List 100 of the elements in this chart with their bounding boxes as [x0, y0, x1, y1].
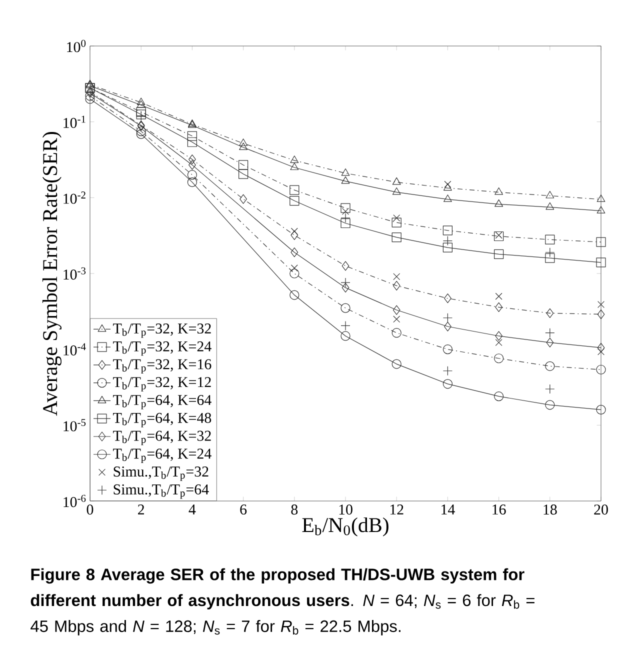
point — [546, 190, 554, 198]
point — [494, 354, 504, 364]
point — [342, 261, 350, 271]
legend-label: T$_{b}$/T$_{p}$=64, K=24 — [113, 448, 212, 463]
point — [239, 142, 248, 150]
legend-label: T$_{b}$/T$_{p}$=64, K=48 — [113, 412, 212, 428]
point — [494, 199, 504, 207]
point — [136, 107, 146, 117]
point — [495, 232, 502, 239]
point — [290, 248, 298, 258]
point — [545, 400, 555, 410]
x-tick-label: 6 — [240, 504, 247, 515]
legend-label: Simu.,T$_{b}$/T$_{p}$=64 — [114, 484, 209, 499]
point — [136, 126, 146, 136]
point — [187, 170, 197, 180]
legend-label: T$_{b}$/T$_{p}$=32, K=12 — [113, 377, 211, 392]
point — [341, 168, 350, 176]
point — [290, 196, 300, 206]
y-tick-label: 10$^{-1}$ — [64, 116, 86, 128]
x-tick-label: 8 — [291, 504, 298, 515]
point — [495, 292, 502, 300]
point — [392, 218, 402, 228]
x-tick-label: 4 — [188, 504, 196, 514]
legend-label: T$_{b}$/T$_{p}$=32, K=16 — [113, 359, 212, 374]
point — [495, 339, 502, 346]
point — [136, 100, 146, 108]
x-tick-label: 18 — [544, 504, 557, 515]
point — [545, 361, 555, 371]
y-axis-title: Average Symbol Error Rate(SER) — [42, 132, 62, 416]
x-tick-label: 2 — [138, 504, 144, 514]
point — [392, 177, 401, 185]
point — [596, 258, 606, 268]
point — [546, 308, 554, 318]
x-tick-label: 16 — [492, 504, 506, 515]
point — [393, 214, 400, 222]
legend-label: T$_{b}$/T$_{p}$=32, K=32 — [113, 324, 211, 338]
point — [444, 180, 452, 188]
point — [392, 359, 402, 369]
point — [596, 237, 606, 247]
point — [341, 176, 350, 184]
y-tick-label: 10$^{-2}$ — [64, 192, 86, 204]
point — [239, 138, 248, 146]
point — [597, 309, 605, 320]
point — [442, 344, 453, 354]
y-tick-label: 10$^{-4}$ — [64, 343, 86, 356]
point — [545, 234, 555, 244]
point — [340, 203, 350, 213]
point — [240, 194, 247, 204]
point — [598, 301, 604, 308]
point — [444, 194, 452, 202]
point — [290, 185, 300, 195]
point — [290, 230, 298, 240]
point — [340, 218, 350, 228]
point — [187, 137, 197, 147]
point — [392, 328, 402, 338]
point — [187, 177, 197, 187]
x-tick-label: 12 — [390, 504, 404, 514]
point — [136, 129, 146, 139]
point — [392, 232, 402, 242]
legend-label: T$_{b}$/T$_{p}$=64, K=64 — [113, 395, 212, 410]
point — [598, 348, 604, 356]
point — [85, 94, 95, 104]
point — [290, 156, 299, 163]
point — [188, 160, 196, 170]
point — [238, 160, 248, 170]
x-tick-label: 14 — [442, 504, 455, 514]
x-tick-label: 20 — [594, 504, 608, 515]
y-tick-label: 10$^{-5}$ — [64, 419, 86, 432]
point — [290, 264, 298, 272]
point — [136, 98, 146, 106]
text: Figure 8 Average SER of the proposed TH/DS-UWB system for different number of asynchronous users. N = 64; N$_{s}$ = 6 for R$_{b}$ = 45 Mbps and N = 128; N$_{s}$ = 7 for R$_{b}$ = 22.5 Mbps. — [30, 568, 534, 636]
point — [597, 342, 605, 353]
point — [596, 194, 606, 202]
point — [596, 364, 606, 374]
point — [596, 206, 606, 214]
y-tick-label: 10$^{0}$ — [67, 40, 86, 52]
point — [546, 202, 554, 210]
point — [290, 162, 299, 170]
point — [442, 242, 453, 252]
point — [393, 316, 400, 323]
point — [290, 268, 300, 278]
point — [188, 154, 196, 164]
point — [290, 228, 298, 235]
point — [85, 91, 95, 101]
y-tick-label: 10$^{-6}$ — [64, 494, 86, 508]
point — [392, 305, 400, 315]
point — [290, 290, 300, 300]
legend-label: T$_{b}$/T$_{p}$=32, K=24 — [113, 341, 212, 356]
point — [238, 169, 248, 179]
x-axis-title: E$_{b}$/N$_{0}$(dB) — [302, 517, 388, 536]
point — [392, 187, 401, 195]
point — [392, 280, 400, 291]
point — [187, 131, 197, 141]
point — [442, 226, 453, 236]
point — [494, 392, 504, 402]
point — [494, 187, 504, 195]
point — [444, 294, 452, 304]
point — [495, 302, 502, 312]
point — [444, 183, 452, 191]
y-tick-label: 10$^{-3}$ — [64, 267, 86, 280]
